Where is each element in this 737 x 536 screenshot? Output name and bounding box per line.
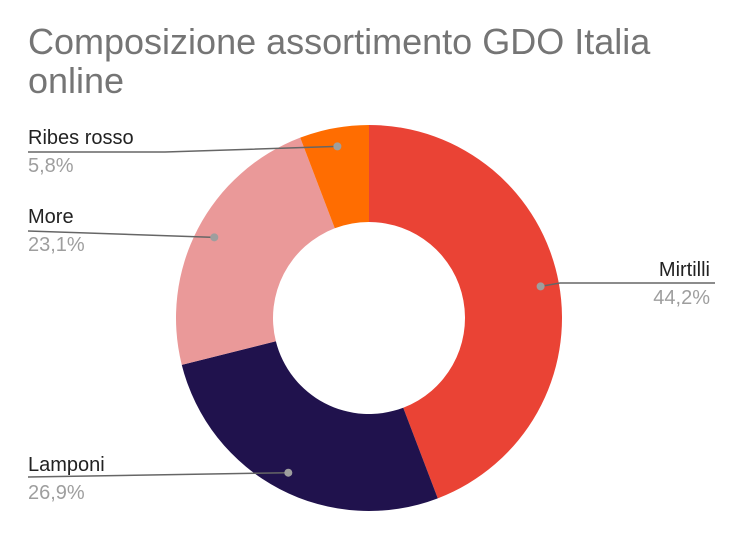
slice-label: More [28, 206, 74, 228]
slice-value-label: 44,2% [653, 287, 710, 309]
slice-more [176, 137, 335, 365]
leader-dot [210, 233, 219, 242]
leader-dot [284, 468, 293, 477]
slice-value-label: 26,9% [28, 482, 85, 504]
slice-ribes-rosso [300, 125, 369, 229]
slice-label: Ribes rosso [28, 127, 134, 149]
chart-title: Composizione assortimento GDO Italia onl… [28, 21, 651, 101]
leader-line [28, 145, 338, 153]
leader-line [27, 471, 289, 478]
leader-dot [333, 142, 342, 151]
slice-label: Lamponi [28, 454, 105, 476]
slice-lamponi [181, 341, 438, 512]
slice-label: Mirtilli [659, 259, 710, 281]
leader-dot [536, 282, 545, 291]
leader-line [27, 230, 215, 239]
slice-value-label: 23,1% [28, 234, 85, 256]
leader-line [540, 282, 715, 288]
slice-value-label: 5,8% [28, 155, 74, 177]
slice-mirtilli [369, 125, 562, 499]
